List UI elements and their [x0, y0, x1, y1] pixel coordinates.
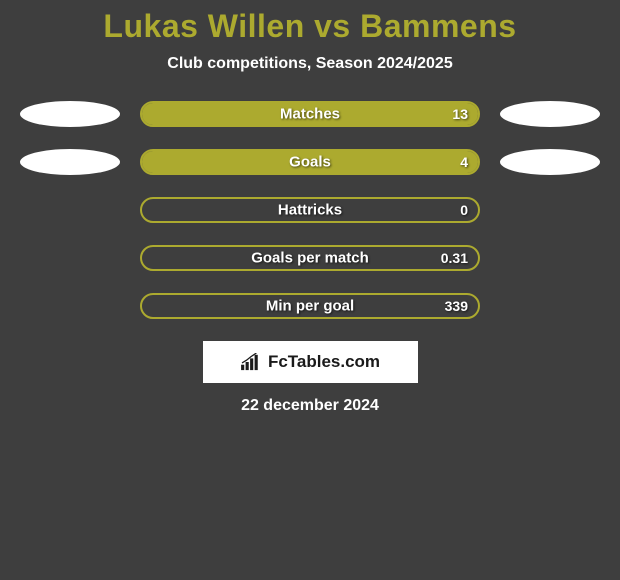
- left-ellipse-spacer: [20, 197, 120, 223]
- right-ellipse-spacer: [500, 293, 600, 319]
- stat-label: Min per goal: [266, 298, 354, 315]
- stat-bar: Hattricks 0: [140, 197, 480, 223]
- brand-text: FcTables.com: [268, 352, 380, 372]
- brand-box: FcTables.com: [203, 341, 418, 383]
- left-ellipse-spacer: [20, 293, 120, 319]
- stat-row: Hattricks 0: [0, 197, 620, 223]
- page-title: Lukas Willen vs Bammens: [0, 8, 620, 45]
- stat-value-right: 339: [445, 298, 468, 314]
- left-ellipse: [20, 101, 120, 127]
- stat-value-right: 0.31: [441, 250, 468, 266]
- stat-label: Matches: [280, 106, 340, 123]
- right-ellipse: [500, 101, 600, 127]
- stat-value-right: 4: [460, 154, 468, 170]
- stat-value-right: 13: [452, 106, 468, 122]
- stat-bar: Goals per match 0.31: [140, 245, 480, 271]
- subtitle: Club competitions, Season 2024/2025: [0, 55, 620, 73]
- left-ellipse: [20, 149, 120, 175]
- stat-row: Min per goal 339: [0, 293, 620, 319]
- stat-row: Goals per match 0.31: [0, 245, 620, 271]
- left-ellipse-spacer: [20, 245, 120, 271]
- stat-label: Goals per match: [251, 250, 369, 267]
- stat-label: Hattricks: [278, 202, 342, 219]
- stat-row: Matches 13: [0, 101, 620, 127]
- stat-bar: Matches 13: [140, 101, 480, 127]
- stat-rows-container: Matches 13 Goals 4 Hattricks 0 Goals per match…: [0, 101, 620, 319]
- stat-bar: Min per goal 339: [140, 293, 480, 319]
- right-ellipse-spacer: [500, 197, 600, 223]
- right-ellipse: [500, 149, 600, 175]
- bar-chart-icon: [240, 353, 262, 371]
- stat-label: Goals: [289, 154, 331, 171]
- stat-row: Goals 4: [0, 149, 620, 175]
- right-ellipse-spacer: [500, 245, 600, 271]
- date-text: 22 december 2024: [0, 397, 620, 415]
- stat-value-right: 0: [460, 202, 468, 218]
- stat-bar: Goals 4: [140, 149, 480, 175]
- stats-comparison-card: Lukas Willen vs Bammens Club competition…: [0, 0, 620, 415]
